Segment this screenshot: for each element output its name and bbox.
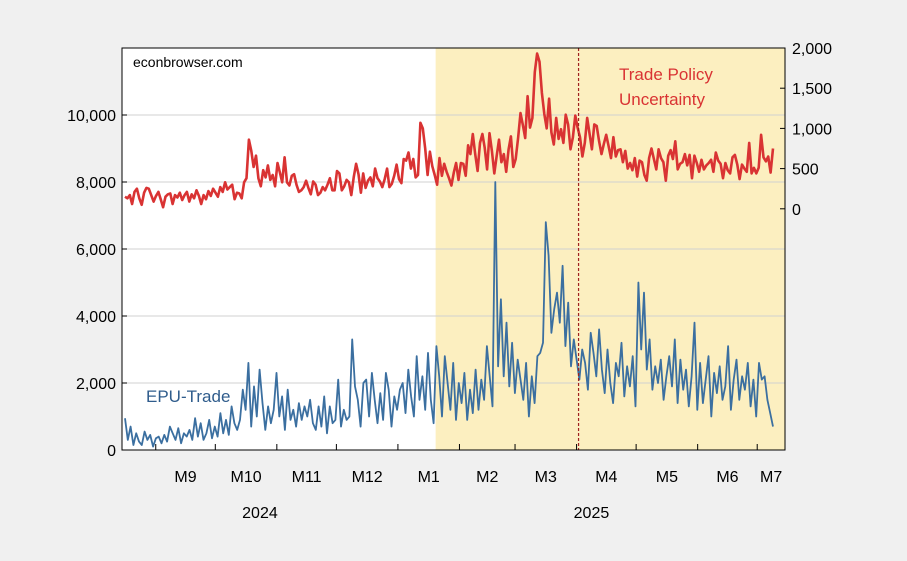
left-tick-label: 8,000: [76, 175, 116, 192]
x-tick-label: M10: [231, 469, 262, 486]
series-line-trade-policy-uncertainty: [124, 52, 775, 209]
x-tick-label: M9: [174, 469, 196, 486]
series-label-trade-policy-uncertainty: Trade Policy Uncertainty: [619, 65, 713, 109]
left-axis: 0 2,000 4,000 6,000 8,000 10,000: [67, 108, 127, 460]
left-tick-label: 10,000: [67, 108, 116, 125]
x-year-label: 2025: [574, 505, 610, 522]
watermark: econbrowser.com: [133, 54, 243, 70]
right-tick-label: 1,500: [792, 81, 832, 98]
x-tick-label: M5: [656, 469, 678, 486]
right-tick-label: 2,000: [792, 41, 832, 58]
series-lines: [124, 52, 775, 448]
series-label-line: Trade Policy: [619, 65, 713, 84]
left-tick-label: 4,000: [76, 309, 116, 326]
x-year-label: 2024: [242, 505, 278, 522]
x-tick-label: M1: [418, 469, 440, 486]
left-tick-label: 2,000: [76, 376, 116, 393]
right-tick-label: 1,000: [792, 121, 832, 138]
right-tick-label: 0: [792, 202, 801, 219]
x-axis: M9 M10 M11 M12 M1 M2 M3 M4 M5 M6 M7 2024 2025: [155, 444, 782, 522]
series-line-epu-trade: [124, 181, 774, 448]
x-tick-label: M6: [716, 469, 738, 486]
right-tick-label: 500: [792, 162, 819, 179]
x-tick-label: M11: [292, 469, 322, 486]
right-axis: 0 500 1,000 1,500 2,000: [780, 41, 832, 219]
x-tick-label: M7: [760, 469, 782, 486]
left-tick-label: 6,000: [76, 242, 116, 259]
x-tick-label: M12: [352, 469, 383, 486]
x-tick-label: M3: [535, 469, 557, 486]
series-label-epu-trade: EPU-Trade: [146, 387, 230, 406]
series-label-line: Uncertainty: [619, 90, 705, 109]
x-tick-label: M4: [595, 469, 617, 486]
left-tick-label: 0: [107, 443, 116, 460]
x-tick-label: M2: [476, 469, 498, 486]
